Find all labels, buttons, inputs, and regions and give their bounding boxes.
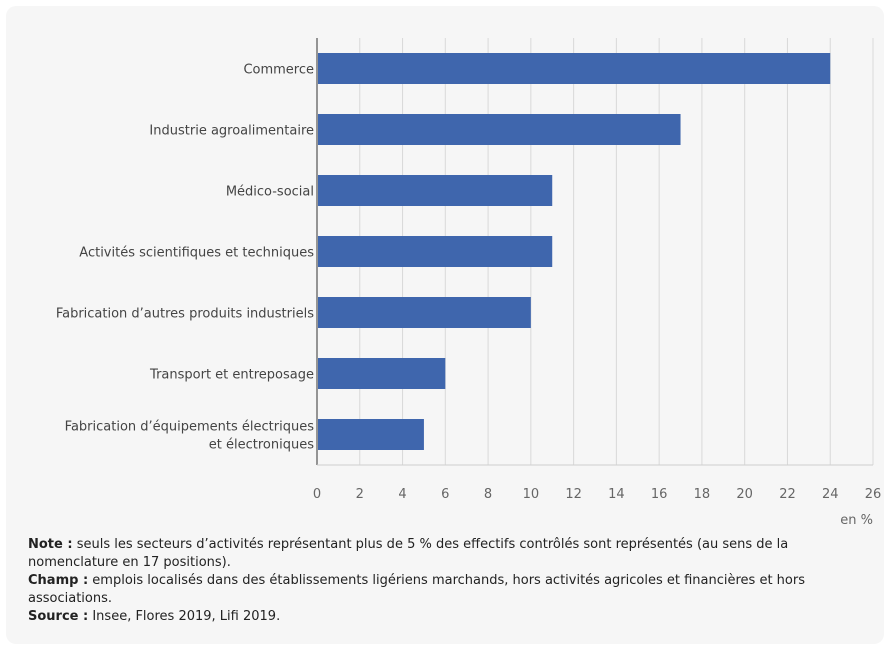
note-text: seuls les secteurs d’activités représent… bbox=[28, 537, 789, 570]
x-tick-label: 14 bbox=[608, 487, 625, 502]
x-tick-labels: 0 2 4 6 8 10 12 14 16 18 20 22 24 26 bbox=[313, 487, 881, 502]
category-label: Médico-social bbox=[226, 185, 314, 200]
category-label: Commerce bbox=[243, 63, 314, 78]
category-label: Fabrication d’autres produits industriel… bbox=[56, 307, 314, 322]
axes bbox=[316, 38, 873, 466]
x-tick-label: 6 bbox=[441, 487, 449, 502]
x-tick-label: 8 bbox=[484, 487, 492, 502]
bar bbox=[318, 236, 553, 267]
source-line: Source : Insee, Flores 2019, Lifi 2019. bbox=[28, 608, 874, 626]
bar bbox=[318, 358, 446, 389]
champ-label: Champ : bbox=[28, 573, 89, 588]
champ-line: Champ : emplois localisés dans des établ… bbox=[28, 572, 874, 608]
x-tick-label: 2 bbox=[356, 487, 364, 502]
x-tick-label: 20 bbox=[736, 487, 753, 502]
bars bbox=[318, 53, 831, 450]
category-label: Activités scientifiques et techniques bbox=[79, 246, 314, 261]
bar-chart: Commerce Industrie agroalimentaire Médico-… bbox=[56, 38, 881, 528]
x-tick-label: 12 bbox=[565, 487, 582, 502]
note-label: Note : bbox=[28, 537, 73, 552]
bar bbox=[318, 53, 831, 84]
chart-notes: Note : seuls les secteurs d’activités re… bbox=[28, 536, 874, 626]
x-tick-label: 22 bbox=[779, 487, 796, 502]
category-label: Industrie agroalimentaire bbox=[149, 124, 314, 139]
note-line: Note : seuls les secteurs d’activités re… bbox=[28, 536, 874, 572]
x-tick-label: 18 bbox=[694, 487, 711, 502]
x-tick-label: 16 bbox=[651, 487, 668, 502]
category-label: Fabrication d’équipements électriques et … bbox=[65, 420, 315, 453]
x-tick-label: 0 bbox=[313, 487, 321, 502]
x-tick-label: 4 bbox=[398, 487, 406, 502]
bar bbox=[318, 175, 553, 206]
bar bbox=[318, 297, 531, 328]
source-label: Source : bbox=[28, 609, 89, 624]
unit-label: en % bbox=[840, 513, 873, 528]
x-tick-label: 24 bbox=[822, 487, 839, 502]
bar bbox=[318, 419, 424, 450]
x-tick-label: 26 bbox=[865, 487, 882, 502]
champ-text: emplois localisés dans des établissement… bbox=[28, 573, 805, 606]
category-labels: Commerce Industrie agroalimentaire Médico-… bbox=[56, 63, 314, 453]
source-text: Insee, Flores 2019, Lifi 2019. bbox=[88, 609, 281, 624]
x-tick-label: 10 bbox=[523, 487, 540, 502]
category-label: Transport et entreposage bbox=[149, 368, 314, 383]
bar bbox=[318, 114, 681, 145]
